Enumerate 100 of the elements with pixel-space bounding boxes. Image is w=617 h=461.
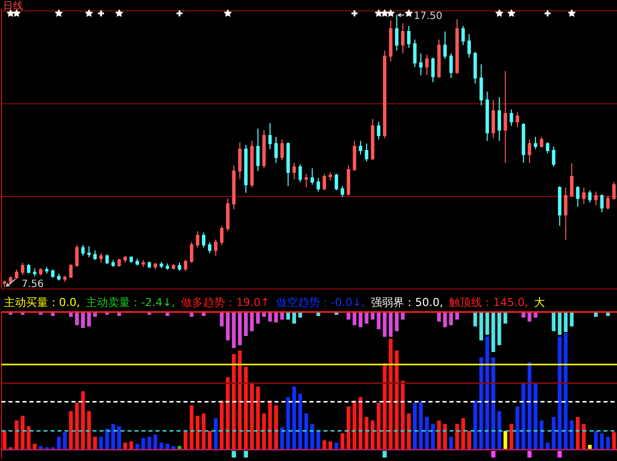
candlestick [340, 186, 344, 198]
candlestick [178, 262, 182, 272]
candlestick [8, 276, 12, 286]
candlestick [570, 162, 574, 198]
bar [346, 406, 350, 450]
candlestick [606, 195, 610, 210]
bar [244, 366, 248, 450]
candlestick [600, 194, 604, 213]
bar [510, 424, 514, 450]
bar [352, 400, 356, 450]
candlestick [443, 30, 447, 60]
candlestick [534, 136, 538, 150]
candlestick [190, 242, 194, 264]
candlestick [250, 140, 254, 188]
candlestick [69, 264, 73, 278]
bar [497, 411, 502, 450]
bar [56, 436, 61, 450]
candlestick [467, 34, 471, 58]
candlestick [256, 128, 260, 172]
bar [14, 420, 18, 450]
candlestick [461, 25, 465, 46]
candlestick [244, 144, 248, 194]
bar [304, 413, 308, 450]
bar [606, 436, 610, 450]
ref-line-label: 强弱界：50.0, [371, 296, 444, 309]
bar [376, 402, 381, 450]
candlestick [480, 64, 483, 106]
bar [62, 432, 67, 450]
candlestick [154, 262, 158, 270]
bar [461, 418, 465, 450]
candlestick [352, 140, 356, 172]
bar [370, 420, 374, 450]
bar [600, 433, 604, 450]
bar [256, 386, 260, 450]
candlestick [516, 112, 520, 128]
candlestick [473, 51, 477, 84]
candlestick [117, 258, 121, 268]
candlestick [51, 269, 54, 278]
bar [20, 416, 24, 450]
candlestick [99, 252, 103, 264]
candlestick [328, 172, 332, 182]
bar [467, 430, 472, 450]
candlestick [455, 18, 459, 74]
candlestick [540, 136, 544, 148]
bar [540, 420, 544, 450]
candlestick [130, 256, 133, 264]
bar [214, 418, 218, 450]
bar [552, 416, 556, 450]
candlestick [111, 259, 115, 268]
candlestick [407, 25, 411, 48]
chart-title: 日线 [3, 0, 23, 12]
bar [75, 402, 79, 450]
candlestick [425, 54, 429, 76]
candlestick [39, 268, 42, 276]
candlestick [208, 242, 212, 254]
candlestick [32, 268, 36, 277]
candlestick [364, 143, 368, 162]
candlestick [148, 260, 152, 269]
candlestick [358, 140, 362, 156]
bar [455, 424, 459, 450]
candlestick [292, 162, 296, 180]
candlestick [316, 177, 320, 192]
candlestick [142, 259, 146, 268]
candlestick [196, 230, 200, 248]
candlestick [486, 91, 489, 142]
text: 做空趋势：-0.0↓, [276, 296, 366, 309]
candlestick [268, 122, 272, 150]
candlestick [504, 70, 508, 164]
bar [594, 430, 598, 450]
candlestick [492, 99, 496, 139]
bar [208, 430, 212, 450]
candlestick [401, 22, 404, 54]
candlestick [232, 165, 236, 210]
bar [286, 397, 290, 450]
bar [2, 430, 6, 450]
candlestick [582, 186, 586, 204]
candlestick [14, 269, 18, 280]
candlestick [105, 254, 109, 265]
candlestick [202, 232, 206, 248]
annotation: 7.56 [22, 279, 44, 290]
candlestick [437, 39, 441, 78]
bar [516, 406, 520, 450]
candlestick [298, 164, 302, 182]
candlestick [57, 273, 61, 282]
candlestick [419, 52, 423, 76]
annotation: 17.50 [414, 11, 442, 22]
bar [358, 397, 362, 450]
candlestick [510, 108, 514, 126]
bar [546, 442, 550, 450]
candlestick [431, 56, 435, 83]
candlestick [322, 173, 326, 191]
candlestick [26, 264, 30, 274]
bar [190, 405, 194, 450]
bar [473, 400, 478, 450]
bar [262, 413, 266, 450]
candlestick [123, 255, 127, 264]
bar [298, 394, 302, 450]
bar [425, 416, 429, 450]
bar [147, 436, 152, 450]
candlestick [81, 244, 85, 256]
